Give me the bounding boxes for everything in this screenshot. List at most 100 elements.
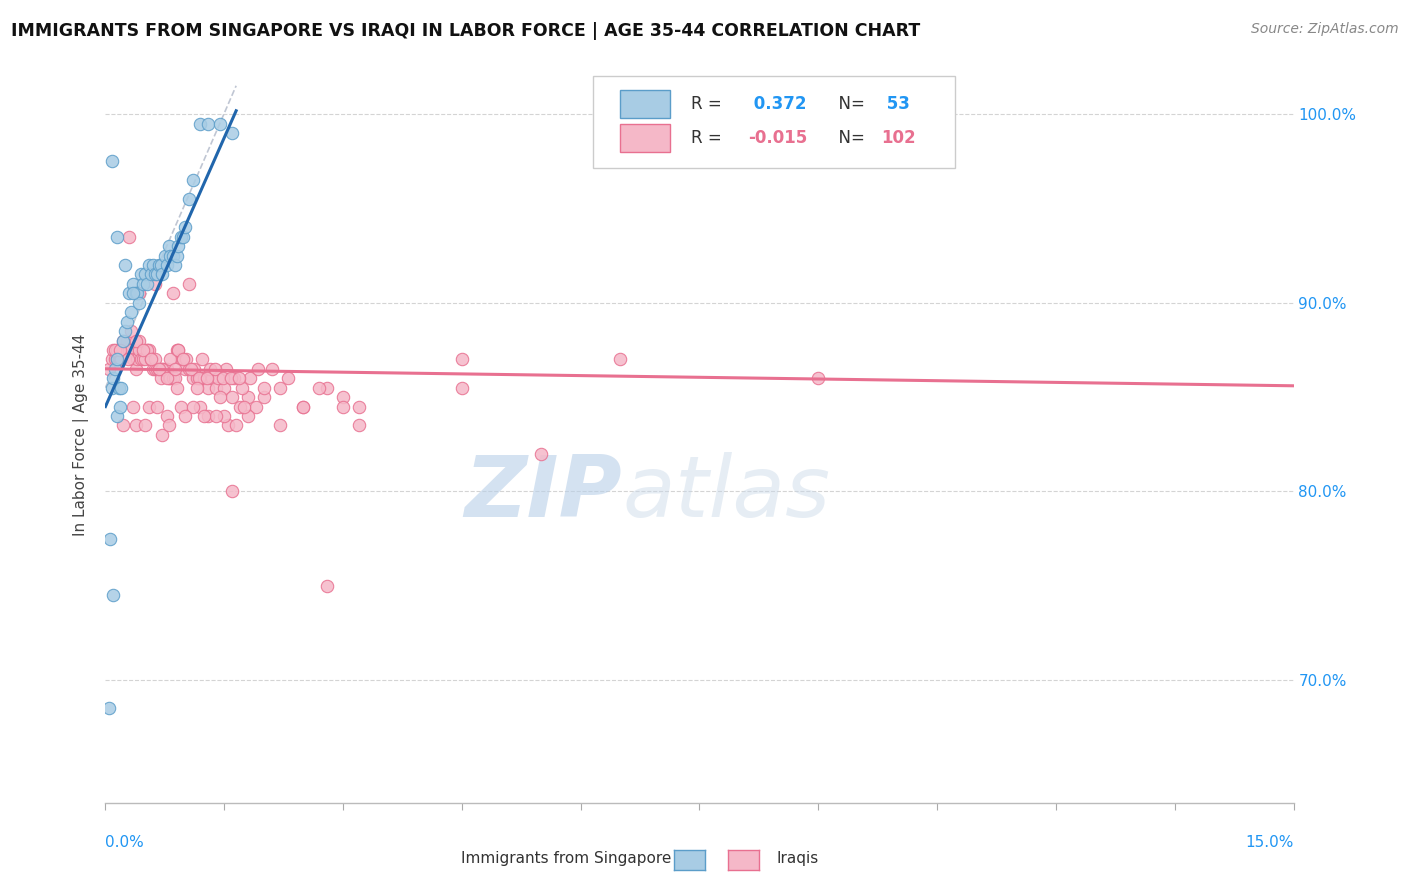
Point [148,258,170,272]
Point [269,418,291,433]
Point [162,286,184,301]
Point [197,116,219,130]
Point [180,361,202,376]
Point [122,286,145,301]
Point [807,371,830,385]
Point [277,371,299,385]
Point [221,390,243,404]
Point [221,484,243,499]
Point [110,352,132,367]
Point [101,154,124,169]
Point [152,428,174,442]
Point [166,381,188,395]
Point [122,400,145,414]
Point [152,361,174,376]
Point [101,381,124,395]
Point [134,418,156,433]
Point [222,371,245,385]
Point [146,400,169,414]
Point [128,286,150,301]
Text: 15.0%: 15.0% [1246,836,1294,850]
Text: 0.372: 0.372 [748,95,807,113]
Point [108,352,131,367]
Point [156,361,179,376]
Point [214,381,236,395]
Point [108,400,131,414]
Point [152,361,174,376]
Point [177,361,200,376]
Point [205,381,228,395]
Point [146,361,169,376]
Point [190,116,212,130]
Point [135,277,157,291]
Text: ZIP: ZIP [464,452,623,535]
Point [134,352,156,367]
Point [104,343,127,357]
Point [181,371,204,385]
Point [170,352,193,367]
Point [156,258,179,272]
Point [165,361,187,376]
Point [98,532,121,546]
Point [332,400,354,414]
Point [138,258,160,272]
Point [215,361,238,376]
Point [221,126,243,140]
Point [148,361,170,376]
Point [253,390,276,404]
Point [209,390,232,404]
Point [233,400,256,414]
Point [177,277,200,291]
Point [159,249,181,263]
Point [253,381,276,395]
Point [111,334,134,348]
Point [153,361,176,376]
Point [156,371,179,385]
Point [149,371,172,385]
Point [609,352,631,367]
Point [170,229,193,244]
Point [166,343,188,357]
Point [143,268,166,282]
Point [108,352,131,367]
Point [118,343,141,357]
FancyBboxPatch shape [592,76,955,168]
Point [124,286,146,301]
Point [128,343,150,357]
Point [225,418,247,433]
Point [103,588,125,602]
Point [166,249,188,263]
Point [110,381,132,395]
Text: atlas: atlas [623,452,831,535]
Point [162,249,184,263]
Point [186,371,208,385]
Point [167,343,190,357]
Point [124,361,146,376]
Point [105,352,128,367]
Point [114,324,136,338]
Point [193,409,215,423]
Point [292,400,315,414]
Point [172,352,194,367]
Point [236,390,259,404]
Point [135,343,157,357]
Point [316,579,339,593]
Point [129,352,152,367]
Point [177,192,200,206]
Point [127,286,149,301]
Point [142,361,165,376]
Point [149,258,172,272]
Point [347,418,370,433]
Point [115,334,138,348]
Point [124,334,146,348]
Point [173,220,195,235]
Point [108,343,131,357]
Point [114,258,136,272]
Point [260,361,283,376]
Point [308,381,330,395]
Point [135,343,157,357]
Point [269,381,291,395]
Point [183,361,205,376]
Point [120,324,142,338]
Text: -0.015: -0.015 [748,129,807,147]
